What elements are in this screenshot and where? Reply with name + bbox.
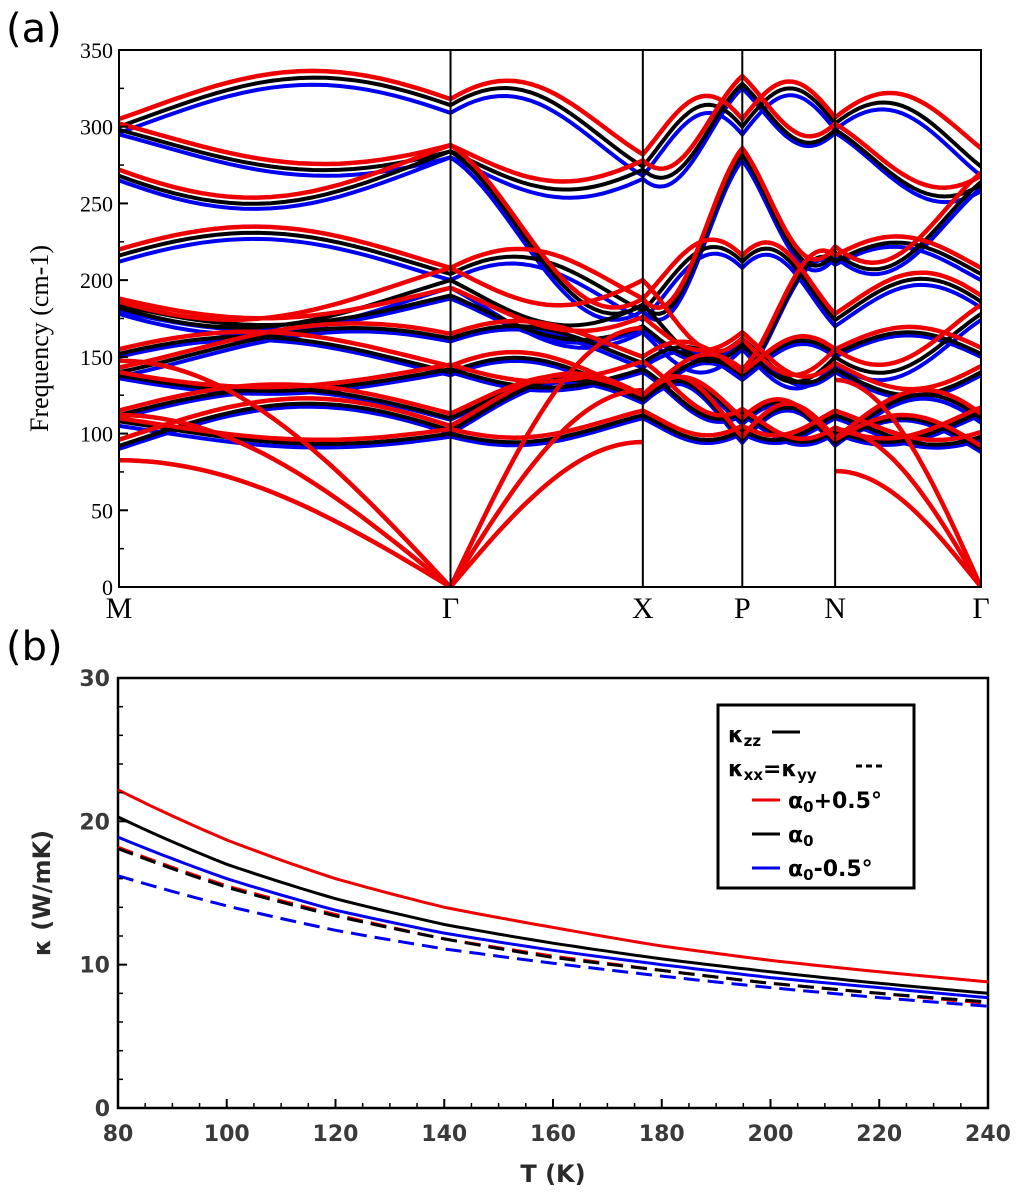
acoustic-band xyxy=(835,427,981,587)
phonon-band xyxy=(119,224,981,317)
y-tick-label: 30 xyxy=(79,667,110,692)
x-tick-label: 240 xyxy=(965,1122,1011,1147)
y-tick-label: 200 xyxy=(80,268,113,293)
y-tick-label: 20 xyxy=(79,810,110,835)
kappa-series-line xyxy=(117,874,989,1008)
legend-sub: 0 xyxy=(803,832,813,850)
phonon-band xyxy=(119,265,981,378)
phonon-band xyxy=(119,230,981,323)
phonon-band xyxy=(119,234,981,398)
phonon-band xyxy=(119,155,981,322)
y-tick-label: 100 xyxy=(80,422,113,447)
acoustic-band xyxy=(448,439,643,587)
x-path-label: M xyxy=(106,592,133,625)
legend-alpha: α xyxy=(788,823,803,848)
acoustic-band xyxy=(834,377,981,587)
kappa-series-line xyxy=(117,788,989,984)
phonon-band xyxy=(119,240,981,403)
y-tick-label: 0 xyxy=(102,575,113,600)
y-axis-label: Frequency (cm-1) xyxy=(25,245,54,432)
acoustic-band xyxy=(835,469,981,587)
acoustic-band xyxy=(119,458,452,587)
phonon-band xyxy=(119,72,981,190)
y-tick-label: 300 xyxy=(80,115,113,140)
y-axis-label: κ (W/mK) xyxy=(28,830,56,956)
phonon-band xyxy=(119,75,981,170)
x-tick-label: 140 xyxy=(421,1122,467,1147)
legend-sub: 0 xyxy=(803,798,813,816)
acoustic-band xyxy=(835,468,981,587)
phonon-band xyxy=(119,142,981,310)
y-tick-label: 150 xyxy=(80,345,113,370)
y-tick-label: 10 xyxy=(79,954,110,979)
phonon-band xyxy=(119,366,981,444)
legend-label-alpha: α0+0.5° xyxy=(788,789,882,816)
x-axis-label: T (K) xyxy=(520,1160,585,1188)
acoustic-band xyxy=(448,387,643,587)
phonon-band xyxy=(119,370,981,447)
phonon-band xyxy=(119,85,981,205)
legend-sub: yy xyxy=(797,766,817,784)
panel-label-a: (a) xyxy=(6,6,62,52)
phonon-dispersion-chart: 0 50 100 150 200 250 300 350 M Γ X P N Γ Frequency (cm… xyxy=(25,38,990,625)
legend-sub: 0 xyxy=(803,866,813,884)
legend-rest: -0.5° xyxy=(814,857,873,882)
acoustic-band xyxy=(448,325,643,587)
legend-sub: zz xyxy=(744,732,762,750)
x-path-label: Γ xyxy=(972,592,989,625)
x-tick-label: 100 xyxy=(204,1122,250,1147)
y-tick-label: 50 xyxy=(91,498,113,523)
x-path-label: P xyxy=(734,592,751,625)
phonon-band xyxy=(119,318,981,375)
x-tick-label: 120 xyxy=(313,1122,359,1147)
acoustic-band xyxy=(119,458,452,587)
y-tick-label: 250 xyxy=(80,191,113,216)
legend-alpha: α xyxy=(788,857,803,882)
acoustic-band xyxy=(835,469,981,587)
legend-label-alpha: α0 xyxy=(788,823,814,850)
phonon-band xyxy=(119,373,981,448)
legend-sub: xx xyxy=(744,766,764,784)
phonon-band xyxy=(119,244,981,406)
phonon-band xyxy=(119,82,981,179)
acoustic-band xyxy=(119,358,453,587)
legend-label-alpha: α0-0.5° xyxy=(788,857,873,884)
kappa-series-line xyxy=(117,847,989,1004)
panel-label-b: (b) xyxy=(6,624,63,670)
legend-box xyxy=(716,703,916,890)
phonon-band xyxy=(119,68,981,158)
x-path-label: X xyxy=(632,592,654,625)
y-tick-label: 350 xyxy=(80,38,113,63)
legend-rest: +0.5° xyxy=(814,789,882,814)
phonon-band xyxy=(119,149,981,316)
legend-alpha: α xyxy=(788,789,803,814)
kappa-series-line xyxy=(117,815,989,995)
phonon-band xyxy=(119,408,981,443)
x-tick-label: 200 xyxy=(748,1122,794,1147)
acoustic-band xyxy=(448,440,643,587)
x-path-label: N xyxy=(824,592,846,625)
x-tick-label: 220 xyxy=(856,1122,902,1147)
phonon-band xyxy=(119,327,981,383)
thermal-conductivity-chart: 80 100 120 140 160 180 200 220 240 0 10 20 30 T (K) κ … xyxy=(28,667,1011,1188)
acoustic-band xyxy=(119,412,452,587)
legend-eq: =κ xyxy=(763,757,797,782)
y-tick-label: 0 xyxy=(95,1097,110,1122)
x-tick-label: 160 xyxy=(530,1122,576,1147)
x-tick-label: 180 xyxy=(639,1122,685,1147)
x-path-label: Γ xyxy=(442,592,459,625)
acoustic-band xyxy=(119,458,452,587)
acoustic-band xyxy=(448,440,643,587)
kappa-series-line xyxy=(117,835,989,1000)
x-tick-label: 80 xyxy=(103,1122,134,1147)
dispersion-plot-area xyxy=(119,68,981,587)
phonon-band xyxy=(119,285,981,392)
